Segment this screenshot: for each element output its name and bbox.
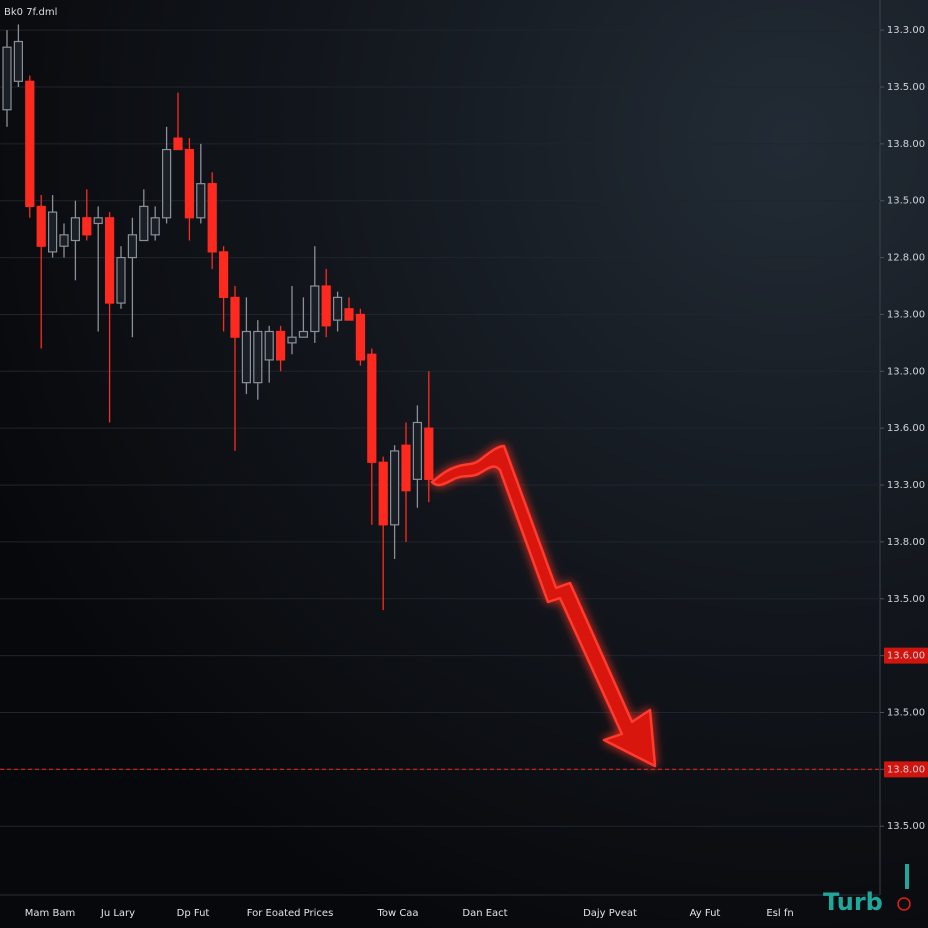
candle-body bbox=[116, 256, 126, 304]
candle-body bbox=[276, 330, 286, 361]
y-tick-label: 13.3.00 bbox=[887, 309, 925, 320]
candle-body bbox=[47, 211, 58, 253]
x-tick-label: Ay Fut bbox=[690, 908, 721, 919]
candle-body bbox=[344, 308, 354, 321]
arrow bbox=[430, 444, 657, 768]
candle-body bbox=[207, 183, 217, 253]
candle-body bbox=[13, 40, 23, 82]
candle-body bbox=[150, 217, 160, 236]
y-tick-label: 13.5.00 bbox=[887, 82, 925, 93]
candle-body bbox=[70, 217, 81, 242]
candle-body bbox=[241, 330, 251, 384]
candle-body bbox=[93, 217, 103, 225]
candle-body bbox=[310, 285, 320, 333]
candle-body bbox=[424, 427, 434, 480]
candle-body bbox=[173, 137, 183, 151]
candle-body bbox=[287, 336, 297, 344]
tick-highlight bbox=[884, 761, 928, 778]
candles bbox=[2, 24, 434, 611]
trend-arrow bbox=[430, 444, 657, 768]
candle-body bbox=[333, 296, 343, 321]
candle-body bbox=[390, 450, 400, 526]
y-tick-label: 13.8.00 bbox=[887, 764, 925, 775]
candle-body bbox=[196, 183, 206, 219]
y-tick-label: 13.3.00 bbox=[887, 25, 925, 36]
y-tick-label: 13.8.00 bbox=[887, 537, 925, 548]
candle-body bbox=[139, 205, 149, 242]
y-tick-label: 13.3.00 bbox=[887, 480, 925, 491]
x-tick-label: Ju Lary bbox=[100, 908, 135, 919]
candle-body bbox=[82, 217, 92, 236]
x-tick-label: Mam Bam bbox=[25, 908, 75, 919]
x-tick-label: Tow Caa bbox=[376, 908, 418, 919]
y-tick-label: 13.6.00 bbox=[887, 423, 925, 434]
candle-body bbox=[253, 330, 263, 384]
y-axis: 13.3.00 13.5.00 13.8.00 13.5.00 12.8.00 13.3.… bbox=[880, 25, 928, 832]
candle-body bbox=[401, 444, 411, 492]
candle-body bbox=[219, 251, 229, 298]
candle-body bbox=[36, 205, 46, 247]
candle-body bbox=[355, 313, 365, 361]
candle-body bbox=[378, 461, 388, 526]
x-tick-label: For Eoated Prices bbox=[247, 908, 334, 919]
candle-body bbox=[127, 234, 137, 259]
candle-body bbox=[184, 148, 194, 219]
x-tick-label: Esl fn bbox=[766, 908, 793, 919]
candle-body bbox=[230, 296, 240, 338]
candle-body bbox=[298, 330, 308, 338]
x-axis: Mam Bam Ju Lary Dp Fut For Eoated Prices Tow… bbox=[25, 908, 794, 919]
candle-body bbox=[264, 330, 274, 361]
logo-dot bbox=[897, 897, 911, 911]
candle-body bbox=[321, 285, 331, 327]
y-tick-label: 13.8.00 bbox=[887, 139, 925, 150]
x-tick-label: Dajy Pveat bbox=[583, 908, 637, 919]
y-tick-label: 13.3.00 bbox=[887, 366, 925, 377]
candle-body bbox=[2, 46, 12, 111]
y-tick-label: 13.5.00 bbox=[887, 821, 925, 832]
logo: Turb bbox=[823, 864, 911, 916]
logo-text: Turb bbox=[823, 888, 883, 916]
y-tick-label: 13.5.00 bbox=[887, 196, 925, 207]
candle-body bbox=[104, 217, 115, 304]
y-tick-label: 13.5.00 bbox=[887, 707, 925, 718]
y-tick-label: 13.6.00 bbox=[887, 651, 925, 662]
candle-body bbox=[25, 80, 35, 208]
y-tick-label: 13.5.00 bbox=[887, 594, 925, 605]
y-tick-label: 12.8.00 bbox=[887, 253, 925, 264]
x-tick-label: Dan Eact bbox=[462, 908, 507, 919]
candle-body bbox=[367, 353, 377, 463]
x-tick-label: Dp Fut bbox=[177, 908, 210, 919]
tick-highlight bbox=[884, 647, 928, 664]
candle-body bbox=[162, 148, 172, 219]
chart-title: Bk0 7f.dml bbox=[4, 7, 57, 18]
candle-body bbox=[412, 421, 422, 480]
candle-body bbox=[59, 234, 69, 247]
logo-bar bbox=[905, 864, 909, 889]
